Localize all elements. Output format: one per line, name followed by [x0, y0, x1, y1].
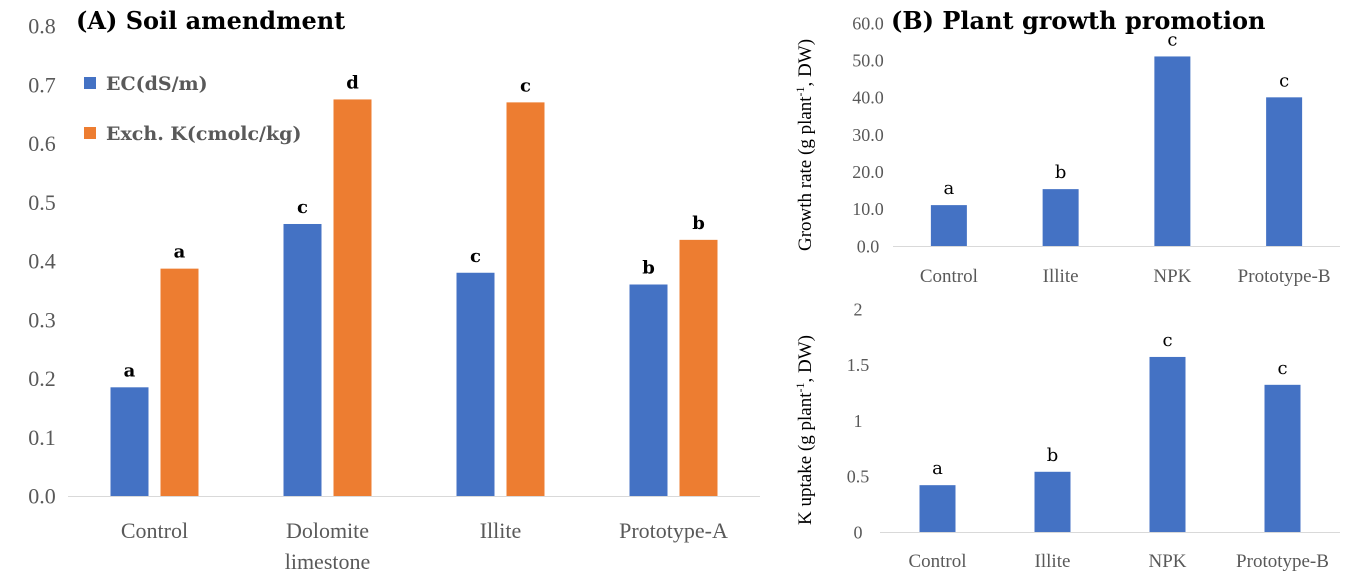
chart-a-y-tick: 0.1	[28, 425, 56, 450]
chart-c-y-tick: 2	[854, 299, 863, 319]
chart-a-significance-letter: c	[297, 197, 308, 218]
chart-a-bar	[160, 268, 199, 496]
chart-a-category-label: Control	[121, 518, 188, 543]
chart-b-y-tick: 50.0	[852, 50, 884, 70]
chart-b-significance-letter: a	[944, 178, 955, 199]
chart-a-category-label: Prototype-A	[619, 518, 728, 543]
chart-a-significance-letter: b	[642, 258, 655, 279]
chart-a-y-tick: 0.8	[28, 14, 56, 39]
chart-a-bar	[679, 239, 718, 496]
legend-swatch-exch-k	[84, 127, 96, 139]
chart-a-y-tick: 0.7	[28, 72, 56, 97]
chart-a-significance-letter: a	[124, 360, 136, 381]
chart-a-bar	[333, 99, 372, 496]
chart-a-bar	[110, 387, 149, 496]
chart-c-category-label: Illite	[1035, 551, 1071, 572]
chart-b-category-label: Illite	[1043, 266, 1079, 287]
chart-a-category-label: Dolomite limestone	[285, 518, 371, 574]
chart-b-bar	[930, 205, 967, 246]
chart-b-bar	[1266, 97, 1303, 246]
chart-c-category-label: NPK	[1148, 551, 1186, 572]
chart-b-ylabel: Growth rate (g plant-1, DW)	[793, 39, 816, 251]
chart-c-y-tick: 1.5	[847, 355, 870, 375]
chart-b-y-tick: 40.0	[852, 88, 884, 108]
chart-a-y-tick: 0.0	[28, 484, 56, 509]
chart-b-significance-letter: b	[1055, 162, 1067, 183]
chart-a-significance-letter: d	[346, 72, 359, 93]
legend-swatch-ec	[84, 77, 96, 89]
chart-c-significance-letter: c	[1277, 358, 1287, 379]
chart-c-y-tick: 1	[854, 411, 863, 431]
chart-c-bar	[1034, 471, 1071, 532]
chart-b-significance-letter: c	[1167, 29, 1177, 50]
chart-c-bar	[1149, 356, 1186, 532]
chart-b-y-tick: 30.0	[852, 125, 884, 145]
chart-a-plot: 0.0 0.1 0.2 0.3 0.4 0.5 0.6 0.7 0.8 a a Control c d Do…	[28, 14, 760, 574]
chart-b-category-label: Prototype-B	[1238, 266, 1331, 287]
chart-b-y-tick: 0.0	[857, 236, 880, 256]
chart-c-ylabel: K uptake (g plant-1, DW)	[793, 335, 816, 525]
chart-c-bar	[1264, 384, 1301, 532]
chart-c-bar	[919, 485, 956, 532]
chart-a-significance-letter: c	[470, 246, 481, 267]
chart-a-significance-letter: b	[692, 213, 705, 234]
chart-c-significance-letter: b	[1047, 445, 1059, 466]
chart-b-y-tick: 20.0	[852, 162, 884, 182]
chart-a-y-tick: 0.6	[28, 131, 56, 156]
chart-a-significance-letter: a	[174, 242, 186, 263]
chart-c-category-label: Control	[908, 551, 966, 572]
chart-a-bar	[506, 102, 545, 496]
chart-b-title: (B) Plant growth promotion	[891, 6, 1265, 35]
chart-b-significance-letter: c	[1279, 70, 1289, 91]
chart-a-category-label: Illite	[480, 518, 522, 543]
legend-label-ec: EC(dS/m)	[106, 73, 208, 95]
chart-b-plot: 0.0 10.0 20.0 30.0 40.0 50.0 60.0 a Control b Illi…	[852, 13, 1340, 287]
chart-c-y-tick: 0	[854, 522, 863, 542]
chart-a-legend: EC(dS/m) Exch. K(cmolc/kg)	[84, 73, 301, 145]
chart-c-significance-letter: c	[1162, 330, 1172, 351]
chart-c-y-tick: 0.5	[847, 467, 870, 487]
chart-c-plot: 0 0.5 1 1.5 2 a Control b Illite c NPK c Prototype-B	[847, 299, 1340, 572]
chart-a-title: (A) Soil amendment	[76, 6, 345, 35]
chart-b-bar	[1154, 56, 1191, 247]
legend-label-exch-k: Exch. K(cmolc/kg)	[106, 123, 301, 145]
chart-b-bar	[1042, 189, 1079, 246]
chart-a-bar	[456, 272, 495, 496]
chart-a-y-tick: 0.4	[28, 249, 56, 274]
chart-a-bar	[629, 284, 668, 496]
chart-a-y-tick: 0.3	[28, 307, 56, 332]
chart-b-category-label: Control	[920, 266, 978, 287]
chart-b-y-tick: 10.0	[852, 199, 884, 219]
chart-b-category-label: NPK	[1153, 266, 1191, 287]
chart-a-y-tick: 0.5	[28, 190, 56, 215]
chart-b-y-tick: 60.0	[852, 13, 884, 33]
chart-a-bar	[283, 223, 322, 497]
chart-c-category-label: Prototype-B	[1236, 551, 1329, 572]
chart-a-y-tick: 0.2	[28, 366, 56, 391]
chart-a-significance-letter: c	[520, 75, 531, 96]
chart-c-significance-letter: a	[932, 458, 943, 479]
